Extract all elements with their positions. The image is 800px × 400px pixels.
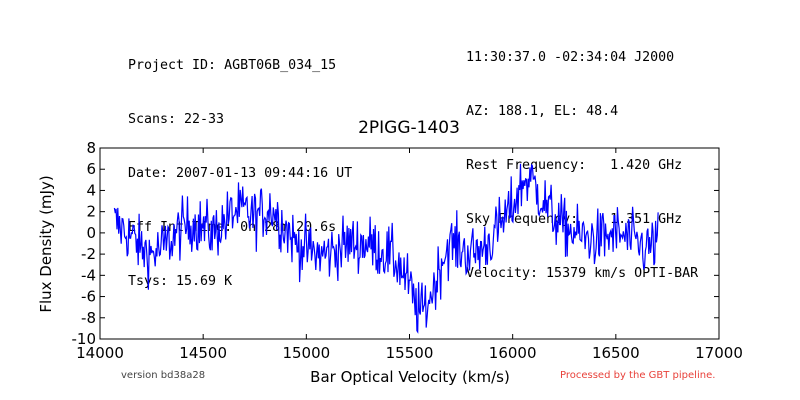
az-el-line: AZ: 188.1, EL: 48.4 bbox=[466, 104, 619, 119]
y-axis-label: Flux Density (mJy) bbox=[37, 175, 55, 312]
x-tick-label: 16500 bbox=[592, 344, 640, 362]
project-id-line: Project ID: AGBT06B_034_15 bbox=[128, 58, 337, 73]
pointing-info: 11:30:37.0 -02:34:04 J2000 AZ: 188.1, EL… bbox=[466, 13, 698, 301]
x-tick-label: 14000 bbox=[76, 344, 124, 362]
date-line: Date: 2007-01-13 09:44:16 UT bbox=[128, 166, 353, 181]
coordinates-line: 11:30:37.0 -02:34:04 J2000 bbox=[466, 50, 675, 65]
plot-area: 14000 14500 15000 15500 16000 16500 17000 -10 -8… bbox=[72, 139, 743, 362]
y-tick-label: 0 bbox=[86, 224, 96, 242]
x-axis-label: Bar Optical Velocity (km/s) bbox=[310, 368, 510, 386]
version-label: version bd38a28 bbox=[121, 370, 206, 381]
x-tick-label: 15500 bbox=[386, 344, 434, 362]
y-tick-label: -8 bbox=[81, 309, 96, 327]
velocity-line: Velocity: 15379 km/s OPTI-BAR bbox=[466, 266, 699, 281]
y-tick-label: -4 bbox=[81, 266, 96, 284]
x-tick-label: 16000 bbox=[489, 344, 537, 362]
pipeline-credit: Processed by the GBT pipeline. bbox=[560, 370, 716, 381]
chart-title: 2PIGG-1403 bbox=[358, 118, 460, 138]
y-tick-label: 6 bbox=[86, 160, 96, 178]
x-tick-label: 15000 bbox=[282, 344, 330, 362]
y-tick-label: 4 bbox=[86, 181, 96, 199]
y-tick-label: 2 bbox=[86, 203, 96, 221]
y-tick-label: -6 bbox=[81, 288, 96, 306]
x-tick-label: 17000 bbox=[695, 344, 743, 362]
spectrum-line bbox=[113, 163, 659, 334]
rest-frequency-line: Rest Frequency: 1.420 GHz bbox=[466, 158, 683, 173]
y-tick-label: -10 bbox=[72, 330, 97, 348]
y-tick-label: 8 bbox=[86, 139, 96, 157]
x-tick-label: 14500 bbox=[179, 344, 227, 362]
y-tick-label: -2 bbox=[81, 245, 96, 263]
scans-line: Scans: 22-33 bbox=[128, 112, 225, 127]
